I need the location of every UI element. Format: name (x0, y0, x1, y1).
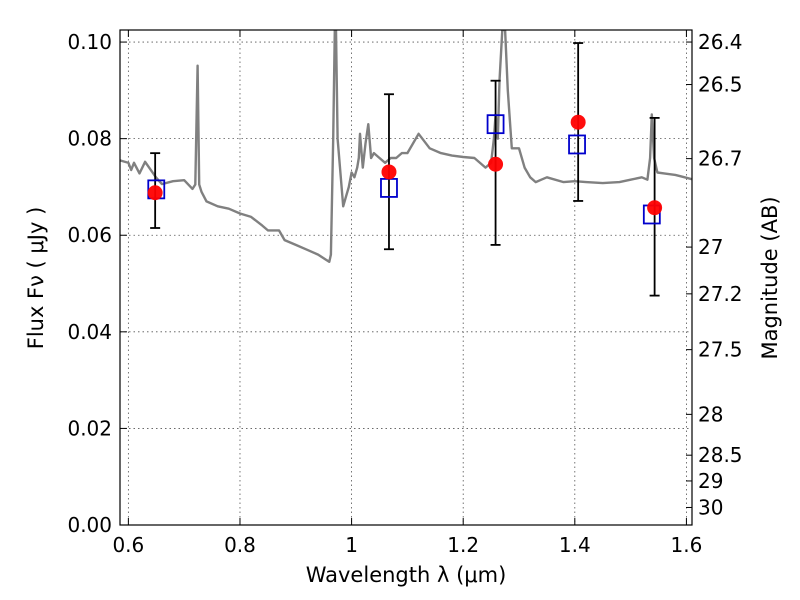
mag-tick-label: 27.5 (698, 338, 743, 362)
observed-point (381, 164, 397, 180)
mag-tick-label: 30 (698, 495, 723, 519)
mag-tick-label: 27 (698, 235, 723, 259)
y-tick-label: 0.08 (67, 127, 112, 151)
observed-point (147, 185, 163, 201)
y-tick-label: 0.04 (67, 320, 112, 344)
y-tick-label: 0.02 (67, 416, 112, 440)
x-tick-label: 1 (345, 533, 358, 557)
mag-tick-label: 28.5 (698, 443, 743, 467)
spectrum-line (120, 30, 692, 263)
mag-tick-label: 29 (698, 469, 723, 493)
mag-tick-label: 26.4 (698, 30, 743, 54)
x-tick-label: 1.6 (671, 533, 703, 557)
observed-point (488, 156, 504, 172)
x-tick-label: 0.8 (224, 533, 256, 557)
x-axis-title: Wavelength λ (μm) (306, 563, 507, 587)
x-tick-label: 1.2 (447, 533, 479, 557)
plot-area (120, 30, 692, 297)
right-axis-title: Magnitude (AB) (758, 196, 782, 359)
mag-tick-label: 26.7 (698, 147, 743, 171)
model-point (568, 134, 586, 155)
mag-tick-label: 27.2 (698, 282, 743, 306)
observed-point (647, 200, 663, 216)
observed-point (570, 114, 586, 130)
axis-ticks: 0.6 0.8 1 1.2 1.4 1.6 0.00 0.02 0.04 0.06 0.08 0.10… (67, 30, 743, 557)
model-point (486, 114, 505, 135)
x-tick-label: 1.4 (559, 533, 591, 557)
mag-tick-label: 28 (698, 402, 723, 426)
mag-tick-label: 26.5 (698, 73, 743, 97)
y-tick-label: 0.00 (67, 513, 112, 537)
y-tick-label: 0.10 (67, 30, 112, 54)
plot-frame (119, 29, 693, 526)
y-tick-label: 0.06 (67, 223, 112, 247)
grid (120, 30, 692, 526)
y-axis-title: Flux Fν ( μJy ) (24, 207, 48, 350)
x-tick-label: 0.6 (112, 533, 144, 557)
